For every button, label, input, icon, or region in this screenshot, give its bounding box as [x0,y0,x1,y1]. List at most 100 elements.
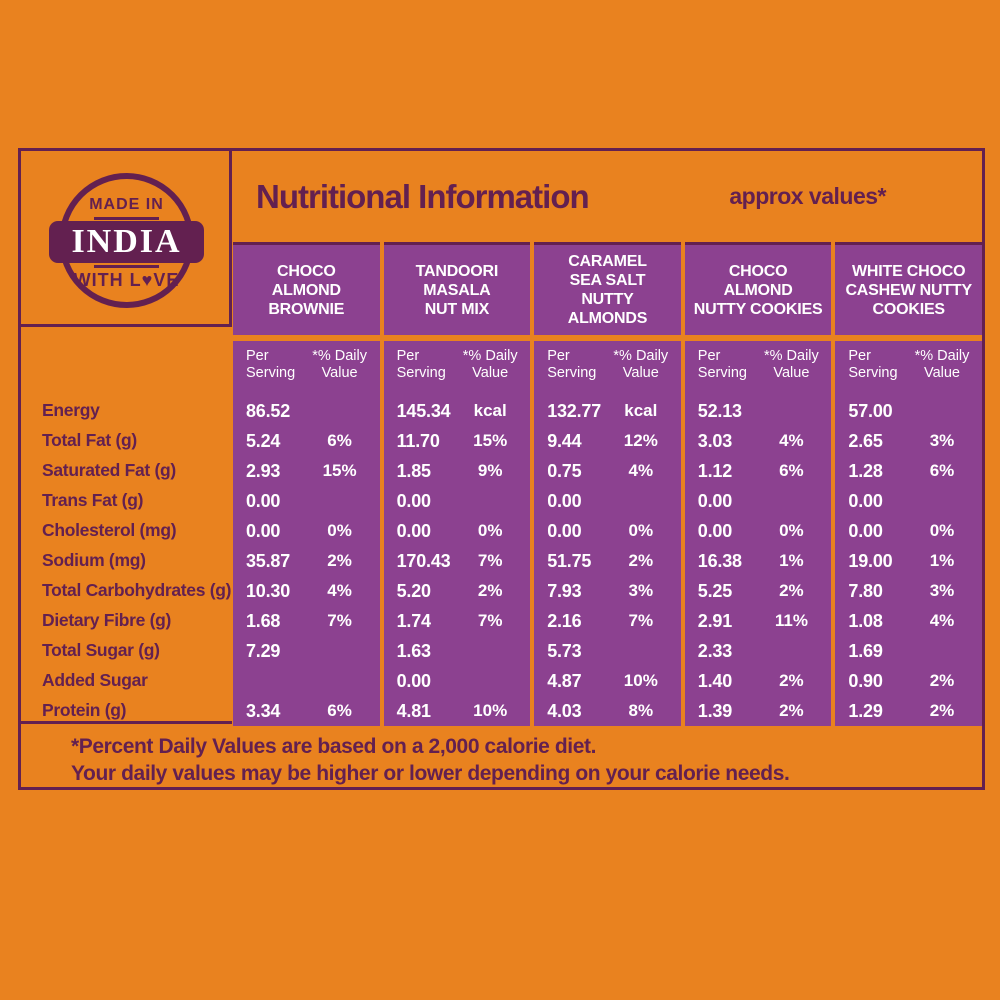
per-serving-value: 3.34 [246,700,281,721]
made-in-india-badge-cell: MADE IN INDIA WITH L♥VE [21,151,232,327]
row-label: Energy [42,400,100,420]
per-serving-value: 5.24 [246,430,281,451]
table-row: 10.30 4% [233,576,380,606]
per-serving-value: 2.93 [246,460,281,481]
per-serving-value: 0.00 [396,490,431,511]
daily-value: 3% [628,581,654,600]
per-serving-value: 170.43 [396,550,451,571]
per-serving-subheader: Per Serving [534,348,605,396]
product-values: Per Serving *% Daily Value 145.34 kcal 11.70 15… [383,341,531,726]
per-serving-value: 145.34 [396,400,451,421]
product-column: WHITE CHOCO CASHEW NUTTY COOKIES Per Serving… [835,242,982,726]
per-serving-line: Serving [697,365,747,381]
per-serving-line: Serving [848,365,898,381]
per-serving-subheader: Per Serving [835,348,906,396]
column-subheader: Per Serving *% Daily Value [534,341,681,396]
per-serving-value: 52.13 [697,400,742,421]
product-column: TANDOORI MASALA NUT MIX Per Serving *% Daily V… [383,242,531,726]
daily-value: 15% [473,431,508,450]
table-row: 4.81 10% [384,696,531,726]
table-row: 0.75 4% [534,456,681,486]
per-serving-value: 16.38 [697,550,742,571]
product-values: Per Serving *% Daily Value 57.00 2.65 3% 1.28 6%… [835,341,982,726]
daily-value: 3% [929,581,955,600]
row-label: Dietary Fibre (g) [42,610,172,630]
product-name-line: NUTTY COOKIES [693,300,823,318]
per-serving-line: Per [547,348,570,364]
per-serving-subheader: Per Serving [685,348,756,396]
per-serving-value: 2.16 [547,610,582,631]
per-serving-line: Serving [547,365,597,381]
column-subheader: Per Serving *% Daily Value [384,341,531,396]
table-row: 4.87 10% [534,666,681,696]
row-label: Total Sugar (g) [42,640,160,660]
product-name-line: SEA SALT [569,272,646,289]
table-row: 2.65 3% [835,426,982,456]
table-row: 0.00 0% [384,516,531,546]
daily-value: kcal [624,401,658,420]
nutrition-label-panel: MADE IN INDIA WITH L♥VE Nutritional Info… [18,148,985,790]
per-serving-value: 2.65 [848,430,883,451]
daily-value: 1% [929,551,955,570]
page-title: Nutritional Information [256,177,590,215]
daily-value-line: Value [472,365,509,381]
table-row: 9.44 12% [534,426,681,456]
table-row: 11.70 15% [384,426,531,456]
daily-value: 4% [628,461,654,480]
table-row: 1.69 [835,636,982,666]
product-values: Per Serving *% Daily Value 132.77 kcal 9.44 12%… [534,341,681,726]
table-row: 19.00 1% [835,546,982,576]
daily-value-subheader: *% Daily Value [755,348,827,396]
per-serving-value: 3.03 [697,430,733,451]
per-serving-value: 0.00 [848,490,883,511]
table-row: 0.90 2% [835,666,982,696]
per-serving-value: 10.30 [246,580,291,601]
table-row: 86.52 [233,396,380,426]
daily-value: 2% [779,701,804,720]
product-values: Per Serving *% Daily Value 52.13 3.03 4% 1.12 6%… [684,341,832,726]
per-serving-value: 7.80 [848,580,883,601]
product-column: CHOCO ALMOND NUTTY COOKIES Per Serving *% Dai… [684,242,832,726]
footnote: *Percent Daily Values are based on a 2,0… [21,724,982,787]
table-row: 0.00 [384,666,531,696]
product-name-line: WHITE CHOCO [852,262,966,280]
product-columns: CHOCO ALMOND BROWNIE Per Serving *% Daily Valu… [233,242,982,726]
daily-value-subheader: *% Daily Value [605,348,677,396]
badge-with-love-text: WITH L♥VE [73,270,180,290]
per-serving-value: 2.91 [697,610,733,631]
column-subheader: Per Serving *% Daily Value [685,341,832,396]
per-serving-value: 0.00 [697,490,733,511]
product-name-line: COOKIES [872,300,946,318]
product-name-line: CASHEW NUTTY [845,281,972,299]
per-serving-value: 51.75 [547,550,592,571]
per-serving-line: Per [697,348,721,364]
daily-value: 10% [473,701,508,720]
table-row: 7.93 3% [534,576,681,606]
table-row: 5.20 2% [384,576,531,606]
badge-made-in-text: MADE IN [89,196,164,213]
table-row: 0.00 [233,486,380,516]
daily-value: 2% [628,551,654,570]
row-label: Trans Fat (g) [42,490,144,510]
per-serving-line: Per [396,348,420,364]
row-label: Cholesterol (mg) [42,520,177,540]
per-serving-value: 35.87 [246,550,291,571]
table-row: 0.00 [534,486,681,516]
table-row: 35.87 2% [233,546,380,576]
per-serving-value: 0.00 [246,490,281,511]
table-row: 1.08 4% [835,606,982,636]
row-label: Protein (g) [42,700,127,720]
per-serving-value: 0.00 [396,520,431,541]
table-row: 51.75 2% [534,546,681,576]
daily-value: 2% [779,671,804,690]
table-row: 5.24 6% [233,426,380,456]
daily-value: 6% [779,461,804,480]
footnote-line-2: Your daily values may be higher or lower… [71,762,790,785]
table-row: 1.63 [384,636,531,666]
daily-value-line: Value [923,365,960,381]
per-serving-value: 1.85 [396,460,431,481]
table-row: 2.93 15% [233,456,380,486]
product-name-line: ALMOND [723,281,793,299]
daily-value-subheader: *% Daily Value [906,348,978,396]
table-row: 5.25 2% [685,576,832,606]
